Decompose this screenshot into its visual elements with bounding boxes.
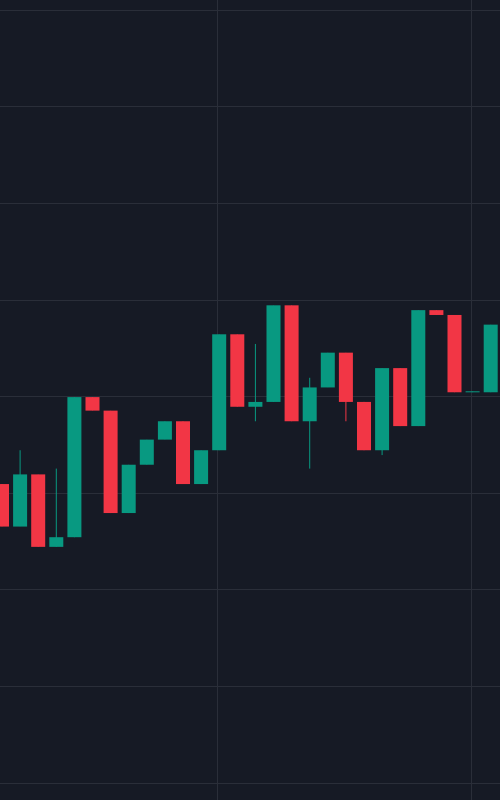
candle-body <box>121 464 136 514</box>
candle-body <box>230 334 245 407</box>
candle-body <box>266 305 281 402</box>
candle-body <box>13 474 28 527</box>
candle-body <box>483 324 498 393</box>
candle-body <box>320 352 335 388</box>
candle-body <box>85 397 100 411</box>
candle-body <box>31 474 46 547</box>
candle-body <box>302 387 317 422</box>
candle-body <box>157 421 172 440</box>
candle-body <box>176 421 190 485</box>
candle-body <box>465 391 480 393</box>
candle-body <box>67 397 82 538</box>
candle-body <box>103 410 118 514</box>
candle-body <box>429 310 444 315</box>
candle-body <box>411 310 426 427</box>
candle-body <box>447 314 462 393</box>
candle-body <box>0 484 9 527</box>
candle-body <box>375 368 390 451</box>
candle-body <box>357 401 371 451</box>
candle-body <box>139 439 154 465</box>
candle-body <box>248 401 263 407</box>
candle-body <box>49 537 64 547</box>
candle-body <box>338 352 353 402</box>
candle-body <box>393 368 408 427</box>
candle-body <box>284 305 299 422</box>
candle-body <box>212 334 227 451</box>
candle-body <box>194 450 209 485</box>
